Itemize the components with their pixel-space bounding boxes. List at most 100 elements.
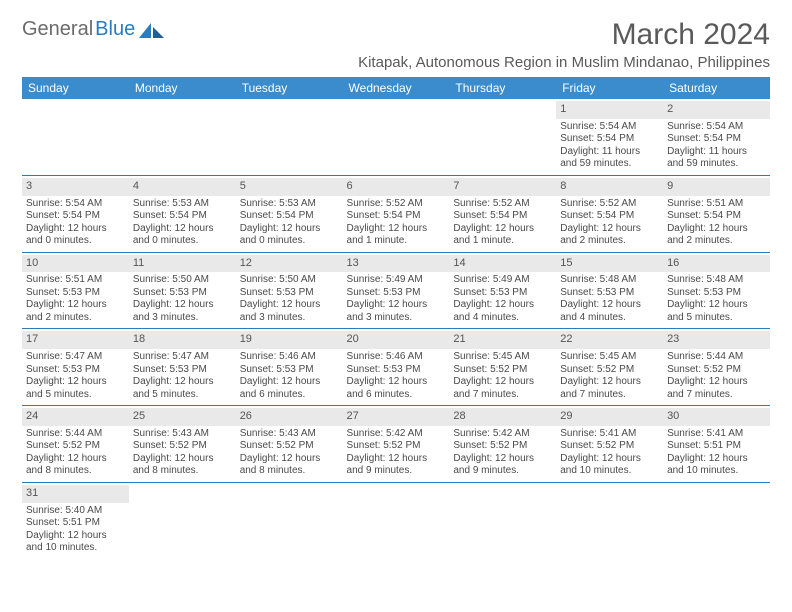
daylight-text: Daylight: 12 hours bbox=[453, 453, 552, 466]
day-number: 4 bbox=[129, 178, 236, 196]
day-details: Sunrise: 5:42 AMSunset: 5:52 PMDaylight:… bbox=[347, 428, 446, 478]
calendar-week-row: 31Sunrise: 5:40 AMSunset: 5:51 PMDayligh… bbox=[22, 482, 770, 558]
sunset-text: Sunset: 5:53 PM bbox=[240, 287, 339, 300]
day-details: Sunrise: 5:45 AMSunset: 5:52 PMDaylight:… bbox=[560, 351, 659, 401]
day-details: Sunrise: 5:46 AMSunset: 5:53 PMDaylight:… bbox=[240, 351, 339, 401]
sunset-text: Sunset: 5:51 PM bbox=[26, 517, 125, 530]
day-number: 31 bbox=[22, 485, 129, 503]
day-details: Sunrise: 5:52 AMSunset: 5:54 PMDaylight:… bbox=[347, 198, 446, 248]
daylight-text: and 6 minutes. bbox=[347, 389, 446, 402]
daylight-text: and 3 minutes. bbox=[347, 312, 446, 325]
calendar-cell bbox=[449, 482, 556, 558]
day-number: 27 bbox=[343, 408, 450, 426]
daylight-text: and 8 minutes. bbox=[26, 465, 125, 478]
daylight-text: Daylight: 12 hours bbox=[133, 299, 232, 312]
calendar-cell bbox=[22, 99, 129, 175]
sunrise-text: Sunrise: 5:47 AM bbox=[133, 351, 232, 364]
sunset-text: Sunset: 5:53 PM bbox=[26, 364, 125, 377]
calendar-cell bbox=[236, 482, 343, 558]
calendar-cell: 5Sunrise: 5:53 AMSunset: 5:54 PMDaylight… bbox=[236, 175, 343, 252]
calendar-week-row: 10Sunrise: 5:51 AMSunset: 5:53 PMDayligh… bbox=[22, 252, 770, 329]
day-details: Sunrise: 5:51 AMSunset: 5:54 PMDaylight:… bbox=[667, 198, 766, 248]
day-details: Sunrise: 5:47 AMSunset: 5:53 PMDaylight:… bbox=[133, 351, 232, 401]
day-details: Sunrise: 5:51 AMSunset: 5:53 PMDaylight:… bbox=[26, 274, 125, 324]
sunset-text: Sunset: 5:54 PM bbox=[560, 210, 659, 223]
logo-sail-icon bbox=[139, 21, 165, 39]
daylight-text: and 4 minutes. bbox=[560, 312, 659, 325]
calendar-cell: 14Sunrise: 5:49 AMSunset: 5:53 PMDayligh… bbox=[449, 252, 556, 329]
day-details: Sunrise: 5:48 AMSunset: 5:53 PMDaylight:… bbox=[560, 274, 659, 324]
calendar-cell bbox=[129, 99, 236, 175]
daylight-text: Daylight: 12 hours bbox=[26, 223, 125, 236]
day-number: 28 bbox=[449, 408, 556, 426]
sunrise-text: Sunrise: 5:41 AM bbox=[560, 428, 659, 441]
daylight-text: Daylight: 12 hours bbox=[133, 376, 232, 389]
sunrise-text: Sunrise: 5:52 AM bbox=[453, 198, 552, 211]
sunrise-text: Sunrise: 5:43 AM bbox=[240, 428, 339, 441]
daylight-text: and 59 minutes. bbox=[560, 158, 659, 171]
day-number: 22 bbox=[556, 331, 663, 349]
daylight-text: Daylight: 12 hours bbox=[453, 223, 552, 236]
daylight-text: Daylight: 12 hours bbox=[560, 223, 659, 236]
sunrise-text: Sunrise: 5:41 AM bbox=[667, 428, 766, 441]
day-details: Sunrise: 5:44 AMSunset: 5:52 PMDaylight:… bbox=[667, 351, 766, 401]
calendar-cell: 23Sunrise: 5:44 AMSunset: 5:52 PMDayligh… bbox=[663, 329, 770, 406]
sunrise-text: Sunrise: 5:49 AM bbox=[347, 274, 446, 287]
daylight-text: and 59 minutes. bbox=[667, 158, 766, 171]
day-number: 14 bbox=[449, 255, 556, 273]
sunset-text: Sunset: 5:53 PM bbox=[133, 287, 232, 300]
calendar-cell bbox=[343, 482, 450, 558]
calendar-week-row: 17Sunrise: 5:47 AMSunset: 5:53 PMDayligh… bbox=[22, 329, 770, 406]
day-details: Sunrise: 5:43 AMSunset: 5:52 PMDaylight:… bbox=[240, 428, 339, 478]
sunset-text: Sunset: 5:52 PM bbox=[347, 440, 446, 453]
calendar-cell: 6 Sunrise: 5:52 AMSunset: 5:54 PMDaylight… bbox=[343, 175, 450, 252]
daylight-text: Daylight: 12 hours bbox=[347, 299, 446, 312]
sunrise-text: Sunrise: 5:48 AM bbox=[667, 274, 766, 287]
daylight-text: and 0 minutes. bbox=[26, 235, 125, 248]
day-header: Wednesday bbox=[343, 77, 450, 99]
daylight-text: Daylight: 11 hours bbox=[560, 146, 659, 159]
daylight-text: Daylight: 12 hours bbox=[26, 376, 125, 389]
sunrise-text: Sunrise: 5:54 AM bbox=[560, 121, 659, 134]
calendar-cell: 28Sunrise: 5:42 AMSunset: 5:52 PMDayligh… bbox=[449, 406, 556, 483]
daylight-text: and 1 minute. bbox=[453, 235, 552, 248]
day-details: Sunrise: 5:49 AMSunset: 5:53 PMDaylight:… bbox=[453, 274, 552, 324]
day-number: 20 bbox=[343, 331, 450, 349]
sunrise-text: Sunrise: 5:43 AM bbox=[133, 428, 232, 441]
sunset-text: Sunset: 5:53 PM bbox=[347, 364, 446, 377]
sunrise-text: Sunrise: 5:45 AM bbox=[560, 351, 659, 364]
day-number: 6 bbox=[343, 178, 450, 196]
day-number: 26 bbox=[236, 408, 343, 426]
daylight-text: Daylight: 12 hours bbox=[667, 453, 766, 466]
calendar-cell: 31Sunrise: 5:40 AMSunset: 5:51 PMDayligh… bbox=[22, 482, 129, 558]
calendar-week-row: 3Sunrise: 5:54 AMSunset: 5:54 PMDaylight… bbox=[22, 175, 770, 252]
day-details: Sunrise: 5:48 AMSunset: 5:53 PMDaylight:… bbox=[667, 274, 766, 324]
calendar-cell: 10Sunrise: 5:51 AMSunset: 5:53 PMDayligh… bbox=[22, 252, 129, 329]
sunset-text: Sunset: 5:53 PM bbox=[453, 287, 552, 300]
daylight-text: and 8 minutes. bbox=[133, 465, 232, 478]
day-number: 13 bbox=[343, 255, 450, 273]
sunrise-text: Sunrise: 5:46 AM bbox=[240, 351, 339, 364]
logo: GeneralBlue bbox=[22, 18, 165, 41]
logo-text-general: General bbox=[22, 18, 93, 41]
day-number: 2 bbox=[663, 101, 770, 119]
daylight-text: Daylight: 12 hours bbox=[133, 453, 232, 466]
daylight-text: Daylight: 12 hours bbox=[347, 453, 446, 466]
day-number: 11 bbox=[129, 255, 236, 273]
sunrise-text: Sunrise: 5:54 AM bbox=[667, 121, 766, 134]
calendar-cell: 3Sunrise: 5:54 AMSunset: 5:54 PMDaylight… bbox=[22, 175, 129, 252]
calendar-week-row: 1Sunrise: 5:54 AMSunset: 5:54 PMDaylight… bbox=[22, 99, 770, 175]
calendar-cell: 18Sunrise: 5:47 AMSunset: 5:53 PMDayligh… bbox=[129, 329, 236, 406]
day-number: 8 bbox=[556, 178, 663, 196]
calendar-cell: 13Sunrise: 5:49 AMSunset: 5:53 PMDayligh… bbox=[343, 252, 450, 329]
sunset-text: Sunset: 5:52 PM bbox=[26, 440, 125, 453]
calendar-cell: 11Sunrise: 5:50 AMSunset: 5:53 PMDayligh… bbox=[129, 252, 236, 329]
daylight-text: Daylight: 12 hours bbox=[347, 376, 446, 389]
daylight-text: and 8 minutes. bbox=[240, 465, 339, 478]
calendar-cell: 12Sunrise: 5:50 AMSunset: 5:53 PMDayligh… bbox=[236, 252, 343, 329]
daylight-text: and 9 minutes. bbox=[453, 465, 552, 478]
sunrise-text: Sunrise: 5:50 AM bbox=[133, 274, 232, 287]
daylight-text: and 10 minutes. bbox=[26, 542, 125, 555]
calendar-cell bbox=[129, 482, 236, 558]
daylight-text: and 2 minutes. bbox=[667, 235, 766, 248]
